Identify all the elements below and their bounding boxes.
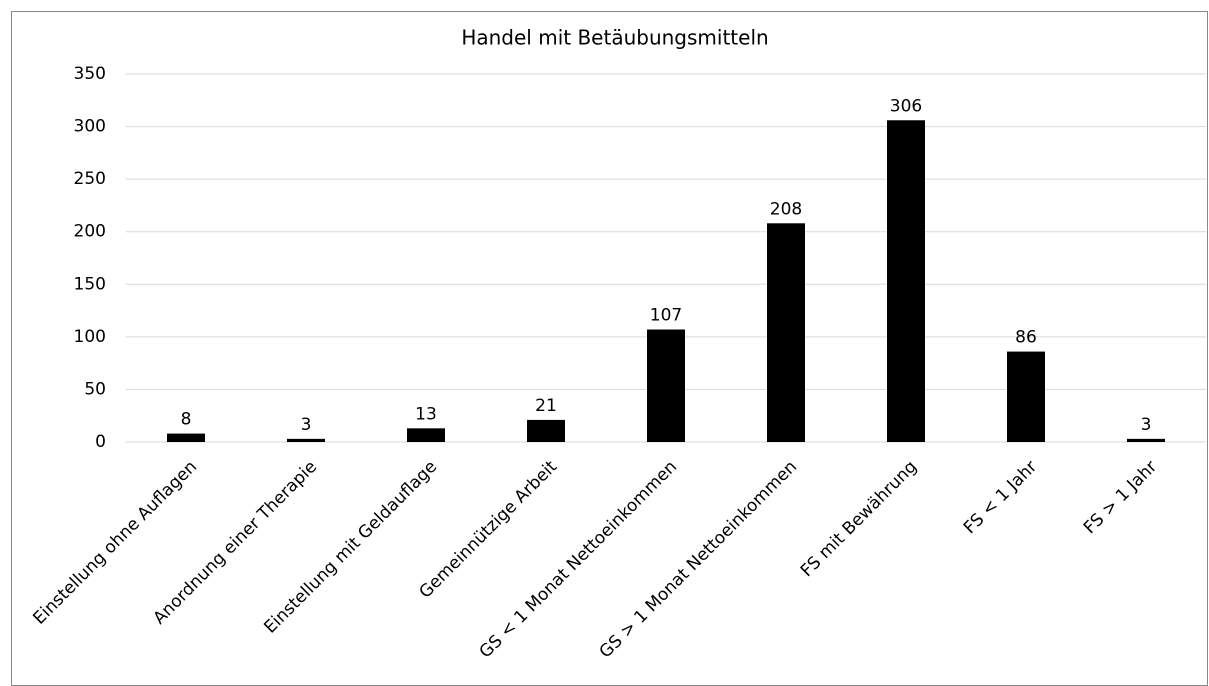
- y-tick-label: 300: [74, 117, 106, 137]
- data-label: 3: [1141, 415, 1152, 435]
- x-tick-label: FS mit Bewährung: [797, 457, 921, 581]
- chart-title: Handel mit Betäubungsmitteln: [461, 26, 768, 50]
- data-label: 107: [650, 305, 682, 325]
- y-tick-label: 50: [84, 379, 106, 399]
- bar: [527, 419, 565, 442]
- bar: [1127, 438, 1165, 442]
- bar: [887, 120, 925, 443]
- bar: [407, 428, 445, 442]
- data-label: 3: [301, 415, 312, 435]
- data-label: 306: [890, 96, 922, 116]
- data-label: 86: [1015, 328, 1037, 348]
- y-tick-label: 150: [74, 274, 106, 294]
- data-label: 21: [535, 396, 557, 416]
- x-tick-label: GS < 1 Monat Nettoeinkommen: [476, 457, 681, 662]
- bar: [647, 329, 685, 442]
- x-tick-label: FS < 1 Jahr: [960, 457, 1041, 538]
- data-label: 13: [415, 404, 437, 424]
- bar: [767, 223, 805, 442]
- x-tick-label: Gemeinnützige Arbeit: [415, 457, 561, 603]
- bar: [287, 438, 325, 442]
- y-tick-label: 200: [74, 222, 106, 242]
- y-tick-label: 250: [74, 169, 106, 189]
- data-label: 8: [181, 410, 192, 430]
- data-label: 208: [770, 199, 802, 219]
- y-tick-label: 0: [95, 432, 106, 452]
- y-tick-label: 100: [74, 327, 106, 347]
- bar: [1007, 351, 1045, 442]
- y-tick-label: 350: [74, 64, 106, 84]
- bar: [167, 433, 205, 442]
- x-tick-label: FS > 1 Jahr: [1080, 457, 1161, 538]
- x-tick-label: GS > 1 Monat Nettoeinkommen: [596, 457, 801, 662]
